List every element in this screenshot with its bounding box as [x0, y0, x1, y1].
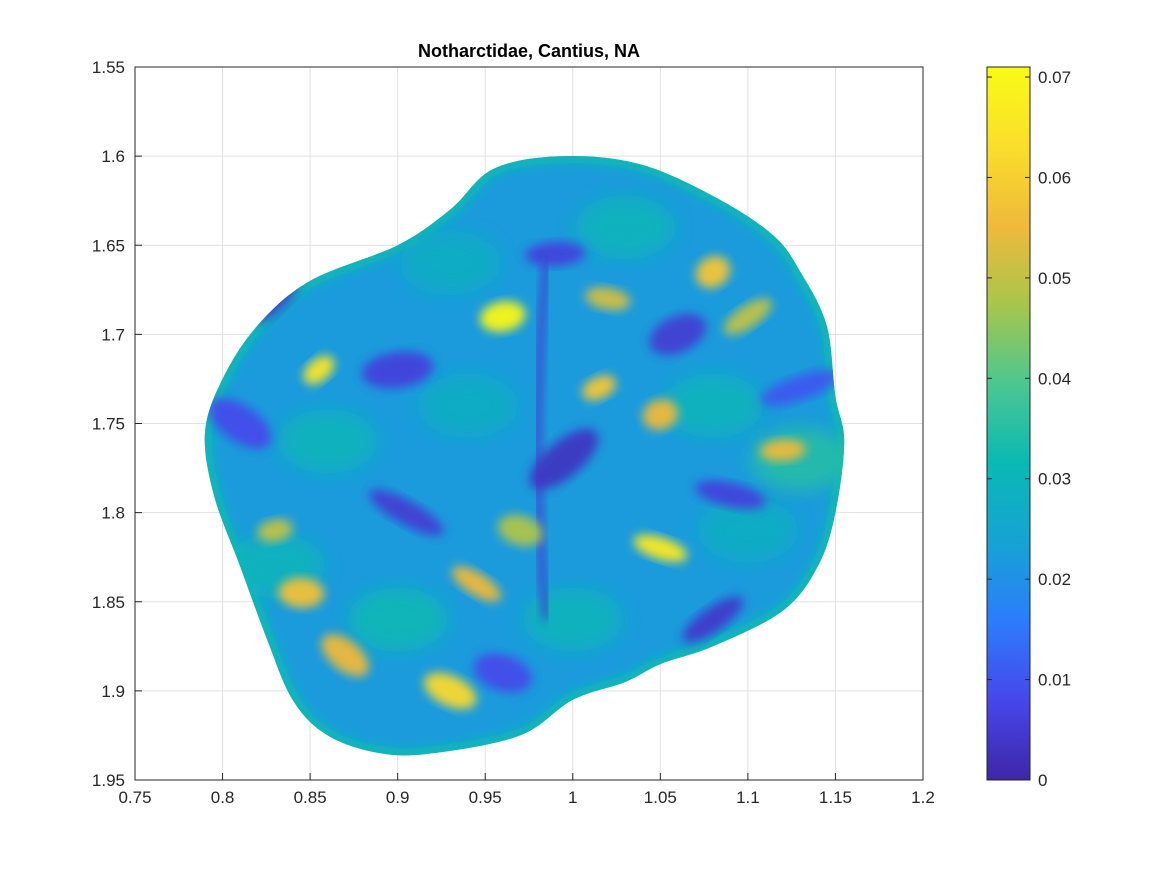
surface-low-spot [760, 370, 841, 406]
surface-hot-spot [321, 634, 369, 677]
surface-low-spot [682, 596, 744, 643]
surface-hot-spot [497, 514, 543, 547]
surface-hot-spot [452, 566, 501, 602]
surface-hot-spot [257, 519, 293, 542]
surface-hot-spot [582, 375, 616, 401]
surface-band [277, 409, 378, 474]
x-tick-label: 0.9 [386, 788, 410, 807]
surface-band [347, 587, 448, 652]
surface-hot-spot [723, 298, 772, 335]
x-tick-label: 0.75 [118, 788, 151, 807]
colorbar-tick-label: 0.01 [1038, 671, 1071, 690]
surface-low-spot [473, 653, 532, 693]
y-tick-label: 1.55 [92, 58, 125, 77]
y-tick-label: 1.75 [92, 415, 125, 434]
y-tick-label: 1.7 [101, 325, 125, 344]
x-tick-label: 0.85 [294, 788, 327, 807]
surface-hot-spot [759, 439, 806, 462]
surface-low-spot [369, 489, 444, 536]
y-tick-label: 1.6 [101, 147, 125, 166]
surface-low-spot [649, 313, 707, 355]
colorbar-tick-label: 0.06 [1038, 168, 1071, 187]
colorbar-tick-label: 0.03 [1038, 470, 1071, 489]
surface-band [750, 427, 845, 492]
surface-low-spot [361, 351, 434, 389]
surface-band [400, 231, 501, 296]
y-tick-label: 1.85 [92, 593, 125, 612]
x-tick-label: 0.95 [469, 788, 502, 807]
surface-band [697, 498, 798, 563]
y-tick-label: 1.8 [101, 504, 125, 523]
y-tick-label: 1.95 [92, 771, 125, 790]
surface-low-spot [208, 398, 272, 449]
surface-ridge [534, 262, 550, 620]
surface-hot-spot [585, 287, 631, 311]
surface-hot-spot [479, 301, 526, 332]
surface-low-spot [695, 480, 766, 510]
surface-band [575, 195, 676, 260]
x-tick-label: 1.1 [736, 788, 760, 807]
x-tick-label: 1.2 [911, 788, 935, 807]
surface-band [662, 373, 763, 438]
surface-band [522, 587, 623, 652]
axis-ticks: 0.75 0.8 0.85 0.9 0.95 1 1.05 1.1 1.15 1.2 1.55 1.6… [92, 58, 935, 807]
surface-hot-spot [278, 577, 325, 608]
colorbar [986, 66, 1031, 781]
surface-band [417, 373, 518, 438]
chart-title: Notharctidae, Cantius, NA [418, 41, 640, 61]
y-tick-label: 1.65 [92, 236, 125, 255]
colorbar-tick-label: 0.02 [1038, 570, 1071, 589]
surface-low-spot [525, 242, 586, 267]
colorbar-tick-label: 0.04 [1038, 369, 1071, 388]
y-tick-label: 1.9 [101, 682, 125, 701]
x-tick-label: 1.15 [819, 788, 852, 807]
surface-hot-spot [303, 355, 335, 385]
surface-hot-spot [633, 534, 688, 562]
colorbar-tick-label: 0 [1038, 771, 1047, 790]
surface-hot-spot [642, 399, 679, 430]
x-tick-label: 1 [568, 788, 577, 807]
colorbar-tick-label: 0.07 [1038, 68, 1071, 87]
surface-low-spot [529, 428, 599, 490]
colorbar-ticks: 0 0.01 0.02 0.03 0.04 0.05 0.06 0.07 [987, 68, 1071, 790]
x-tick-label: 0.8 [211, 788, 235, 807]
x-tick-label: 1.05 [644, 788, 677, 807]
colorbar-tick-label: 0.05 [1038, 269, 1071, 288]
surface-hot-spot [695, 256, 731, 288]
surface-hot-spot [424, 672, 477, 709]
